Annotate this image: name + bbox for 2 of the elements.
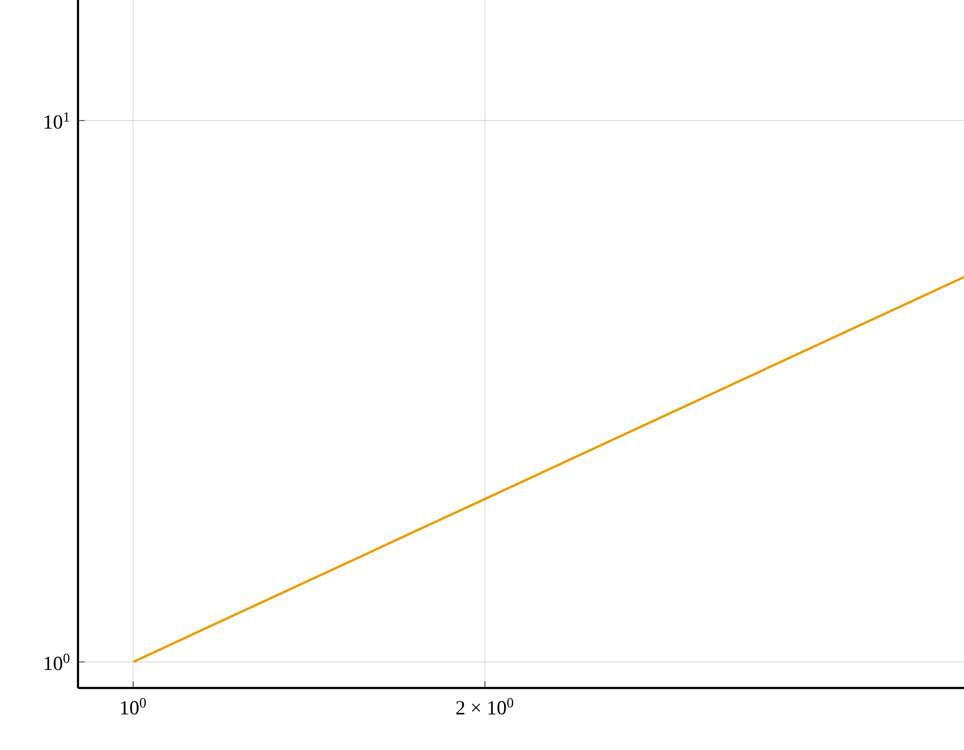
x-tick-label: 2 × 10$^{0}$ — [456, 698, 514, 715]
y-tick-label: 10$^{1}$ — [44, 112, 70, 129]
